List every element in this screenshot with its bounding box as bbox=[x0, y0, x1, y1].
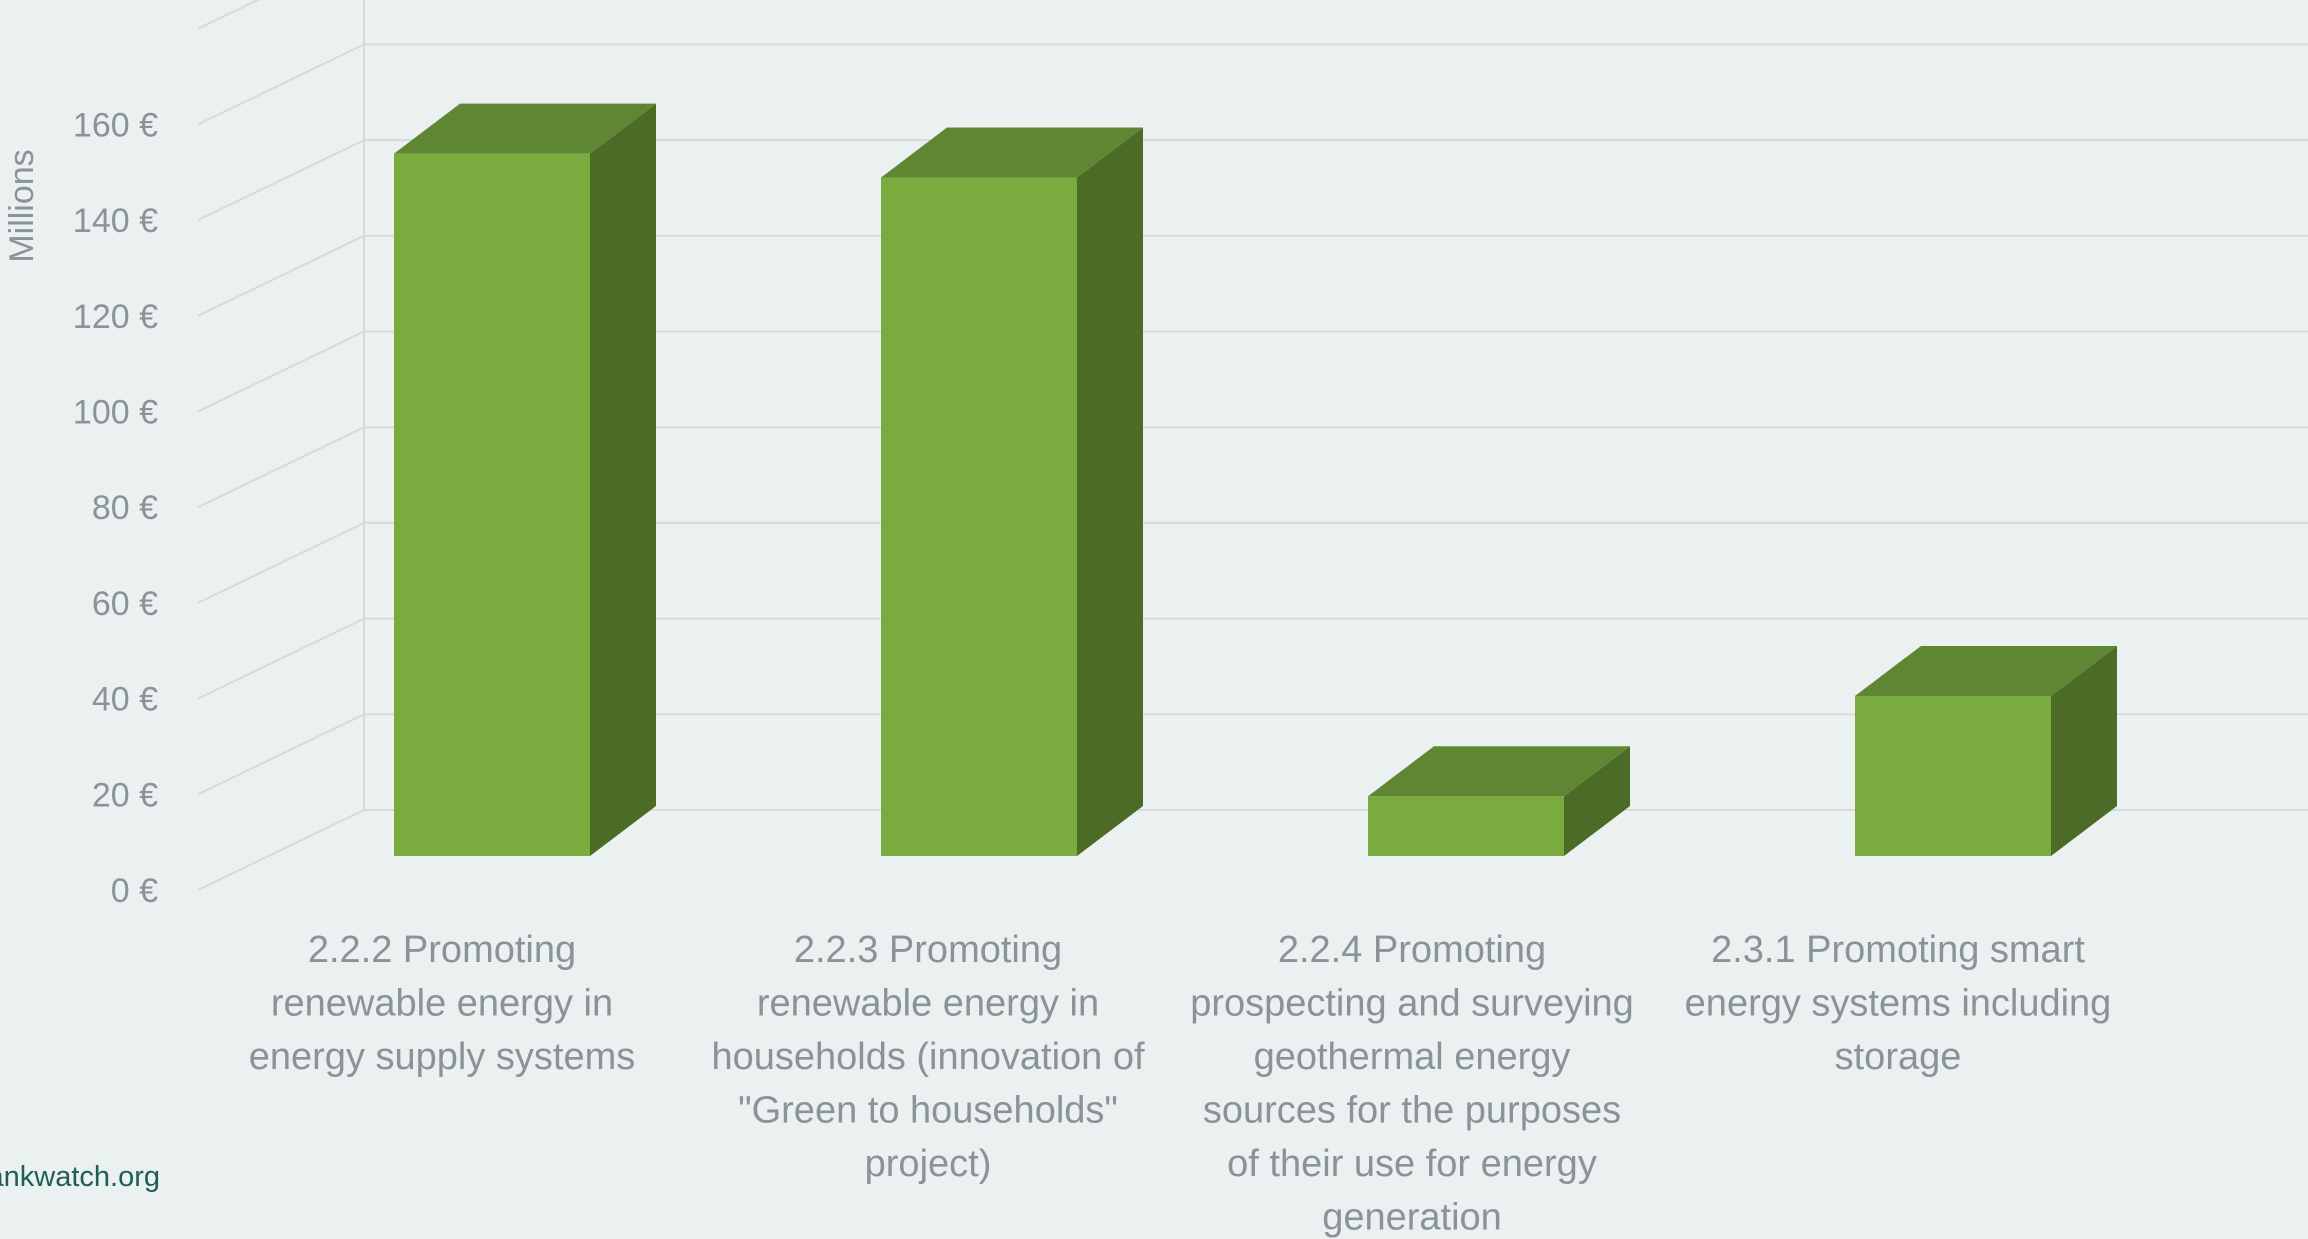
category-label-line: 2.2.2 Promoting bbox=[308, 929, 576, 971]
category-label-line: renewable energy in bbox=[271, 983, 613, 1025]
y-tick-label: 100 € bbox=[73, 394, 158, 432]
x-axis-categories: 2.2.2 Promoting renewable energy in energy… bbox=[249, 929, 2112, 1239]
bar-top bbox=[1855, 645, 2117, 696]
bar bbox=[1368, 746, 1630, 856]
category-label-line: energy supply systems bbox=[249, 1036, 636, 1078]
footer-source: bankwatch.org bbox=[0, 1150, 160, 1210]
category-label-line: prospecting and surveying bbox=[1190, 983, 1634, 1025]
category-label-line: households (innovation of bbox=[711, 1036, 1145, 1078]
category-label: 2.3.1 Promoting smart energy systems incl… bbox=[1685, 929, 2112, 1078]
category-label-line: 2.2.3 Promoting bbox=[794, 929, 1062, 971]
category-label-line: 2.2.4 Promoting bbox=[1278, 929, 1546, 971]
category-label-line: project) bbox=[865, 1143, 992, 1185]
y-tick-label: 140 € bbox=[73, 202, 158, 240]
y-axis-title: Millions bbox=[3, 149, 41, 262]
gridline-side bbox=[197, 521, 365, 604]
y-tick-label: 0 € bbox=[111, 872, 158, 910]
gridline-side bbox=[197, 43, 365, 126]
source-link[interactable]: bankwatch.org bbox=[0, 1161, 160, 1193]
category-label-line: sources for the purposes bbox=[1203, 1090, 1621, 1132]
bar-top bbox=[1368, 746, 1630, 797]
bar-top bbox=[394, 103, 656, 154]
gridline-side bbox=[197, 713, 365, 796]
bar bbox=[881, 127, 1143, 857]
y-tick-label: 120 € bbox=[73, 298, 158, 336]
y-tick-label: 60 € bbox=[92, 585, 158, 623]
category-label-line: storage bbox=[1835, 1036, 1962, 1078]
gridline-side bbox=[197, 0, 260, 30]
bar-side bbox=[1077, 127, 1143, 857]
y-tick-label: 20 € bbox=[92, 776, 158, 814]
chart-gridlines bbox=[197, 0, 2308, 891]
bar-side bbox=[1564, 746, 1630, 856]
category-label-line: of their use for energy bbox=[1227, 1143, 1597, 1185]
bar-front bbox=[881, 177, 1077, 857]
category-label-line: generation bbox=[1322, 1197, 1502, 1239]
bar-front bbox=[1368, 796, 1564, 856]
category-label-line: 2.3.1 Promoting smart bbox=[1711, 929, 2085, 971]
gridline-side bbox=[197, 139, 365, 222]
category-label-line: renewable energy in bbox=[757, 983, 1099, 1025]
y-tick-label: 40 € bbox=[92, 681, 158, 719]
gridline-side bbox=[197, 330, 365, 413]
gridline-side bbox=[197, 426, 365, 509]
category-label-line: geothermal energy bbox=[1254, 1036, 1571, 1078]
bar-front bbox=[1855, 695, 2051, 856]
bar-front bbox=[394, 153, 590, 856]
category-label: 2.2.4 Promoting prospecting and surveying… bbox=[1190, 929, 1634, 1239]
gridline-side bbox=[197, 234, 365, 317]
bar-side bbox=[2051, 645, 2117, 856]
y-axis-ticks: 0 € 20 € 40 € 60 € 80 € 100 € 120 € 140 € 160 € bbox=[73, 106, 158, 910]
bar-side bbox=[590, 103, 656, 856]
category-label-line: energy systems including bbox=[1685, 983, 2112, 1025]
bar bbox=[1855, 645, 2117, 856]
y-tick-label: 160 € bbox=[73, 106, 158, 144]
bar-top bbox=[881, 127, 1143, 178]
gridline-side bbox=[197, 617, 365, 700]
category-label-line: "Green to households" bbox=[738, 1090, 1118, 1132]
gridline-side bbox=[197, 809, 365, 891]
category-label: 2.2.3 Promoting renewable energy in househ… bbox=[711, 929, 1145, 1185]
y-tick-label: 80 € bbox=[92, 489, 158, 527]
category-label: 2.2.2 Promoting renewable energy in energy… bbox=[249, 929, 636, 1078]
chart-bars bbox=[394, 103, 2117, 857]
bar bbox=[394, 103, 656, 856]
